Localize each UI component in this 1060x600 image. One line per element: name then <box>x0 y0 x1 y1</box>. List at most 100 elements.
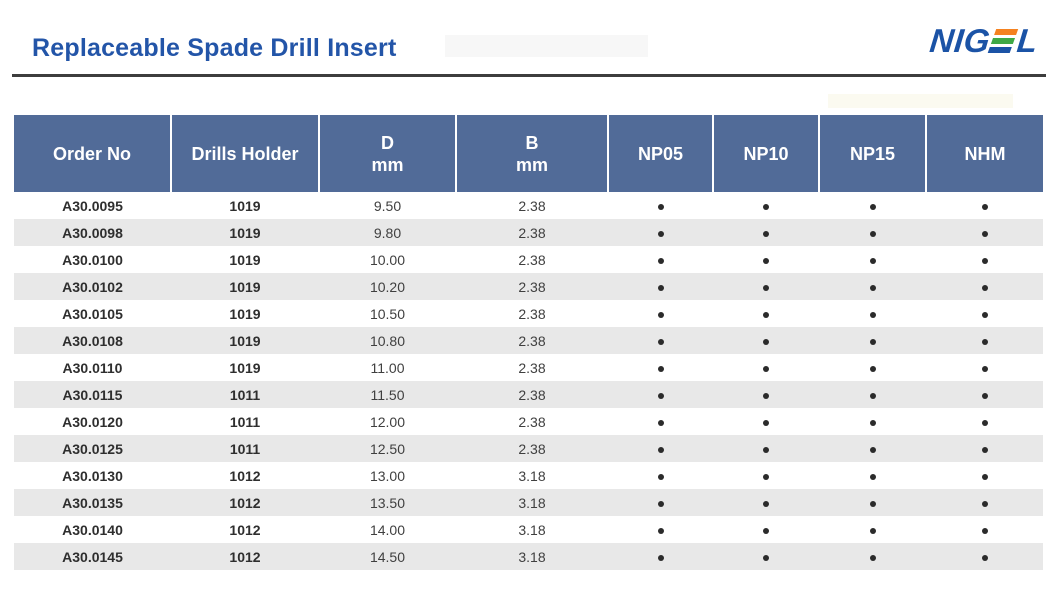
logo-e-bar-bottom <box>988 46 1013 53</box>
cell-holder: 1019 <box>229 197 261 214</box>
availability-dot-icon <box>869 311 876 318</box>
column-header-np15: NP15 <box>819 115 927 192</box>
table-row: A30.0108 1019 10.80 2.38 <box>14 327 1043 354</box>
cell-d: 10.20 <box>369 278 406 295</box>
cell-nhm <box>926 381 1043 408</box>
availability-dot-icon <box>763 365 769 372</box>
availability-dot-icon <box>981 527 988 534</box>
cell-holder: 1019 <box>229 332 261 349</box>
availability-dot-icon <box>981 554 988 561</box>
availability-dot-icon <box>981 473 988 480</box>
cell-nhm <box>926 300 1043 327</box>
availability-dot-icon <box>657 500 664 507</box>
cell-np15 <box>819 381 926 408</box>
cell-d: 14.00 <box>369 521 406 538</box>
availability-dot-icon <box>763 338 769 345</box>
cell-np15 <box>819 300 926 327</box>
table-row: A30.0102 1019 10.20 2.38 <box>14 273 1043 300</box>
table-row: A30.0130 1012 13.00 3.18 <box>14 462 1043 489</box>
availability-dot-icon <box>657 203 664 210</box>
cell-np15 <box>819 489 926 516</box>
cell-b: 2.38 <box>518 224 546 241</box>
cell-np15 <box>819 462 926 489</box>
cell-b: 3.18 <box>518 548 546 565</box>
cell-np10 <box>713 408 819 435</box>
cell-d: 10.00 <box>369 251 406 268</box>
cell-nhm <box>926 354 1043 381</box>
cell-order_no: A30.0102 <box>62 278 123 295</box>
column-header-holder: Drills Holder <box>171 115 320 192</box>
cell-np10 <box>713 381 819 408</box>
logo-text-left: NIG <box>928 22 993 59</box>
cell-d: 9.50 <box>373 197 402 214</box>
cell-order_no: A30.0100 <box>62 251 123 268</box>
availability-dot-icon <box>981 419 988 426</box>
table-row: A30.0125 1011 12.50 2.38 <box>14 435 1043 462</box>
cell-order_no: A30.0130 <box>62 467 123 484</box>
cell-holder: 1012 <box>229 548 261 565</box>
cell-d: 11.50 <box>370 386 405 403</box>
cell-nhm <box>926 408 1043 435</box>
cell-np05 <box>608 273 713 300</box>
nigel-logo: NIG L <box>928 22 1040 59</box>
cell-np05 <box>608 192 713 219</box>
availability-dot-icon <box>763 311 769 318</box>
availability-dot-icon <box>981 500 988 507</box>
column-header-nhm: NHM <box>926 115 1043 192</box>
table-row: A30.0135 1012 13.50 3.18 <box>14 489 1043 516</box>
cell-np10 <box>713 192 819 219</box>
cell-d: 9.80 <box>373 224 402 241</box>
availability-dot-icon <box>869 338 876 345</box>
availability-dot-icon <box>657 230 664 237</box>
availability-dot-icon <box>763 500 769 507</box>
cell-d: 12.00 <box>369 413 406 430</box>
cell-order_no: A30.0110 <box>62 359 123 376</box>
availability-dot-icon <box>763 446 769 453</box>
availability-dot-icon <box>869 446 876 453</box>
availability-dot-icon <box>869 473 876 480</box>
availability-dot-icon <box>657 311 664 318</box>
cell-order_no: A30.0140 <box>62 521 123 538</box>
cell-holder: 1019 <box>229 359 261 376</box>
cell-np05 <box>608 435 713 462</box>
table-row: A30.0098 1019 9.80 2.38 <box>14 219 1043 246</box>
availability-dot-icon <box>869 284 876 291</box>
logo-e-bar-top <box>994 28 1019 35</box>
cell-d: 10.80 <box>369 332 406 349</box>
cell-b: 2.38 <box>518 305 546 322</box>
cell-np10 <box>713 219 819 246</box>
logo-e-bar-middle <box>991 37 1016 44</box>
cell-holder: 1019 <box>229 305 261 322</box>
availability-dot-icon <box>869 527 876 534</box>
cell-holder: 1012 <box>229 467 261 484</box>
cell-d: 13.50 <box>369 494 406 511</box>
availability-dot-icon <box>869 554 876 561</box>
cell-np05 <box>608 327 713 354</box>
availability-dot-icon <box>657 365 664 372</box>
availability-dot-icon <box>981 446 988 453</box>
availability-dot-icon <box>981 257 988 264</box>
table-row: A30.0120 1011 12.00 2.38 <box>14 408 1043 435</box>
column-header-np05: NP05 <box>608 115 714 192</box>
watermark-artifact-title <box>445 35 648 57</box>
cell-np05 <box>608 246 713 273</box>
cell-b: 3.18 <box>518 494 546 511</box>
cell-d: 14.50 <box>369 548 406 565</box>
availability-dot-icon <box>981 311 988 318</box>
cell-np10 <box>713 516 819 543</box>
availability-dot-icon <box>657 446 664 453</box>
availability-dot-icon <box>869 419 876 426</box>
cell-b: 2.38 <box>518 440 546 457</box>
cell-np05 <box>608 381 713 408</box>
availability-dot-icon <box>657 554 664 561</box>
cell-np05 <box>608 462 713 489</box>
availability-dot-icon <box>869 500 876 507</box>
cell-order_no: A30.0098 <box>62 224 123 241</box>
cell-holder: 1019 <box>229 251 261 268</box>
cell-holder: 1012 <box>229 521 261 538</box>
cell-np10 <box>713 327 819 354</box>
cell-d: 11.00 <box>370 359 405 376</box>
